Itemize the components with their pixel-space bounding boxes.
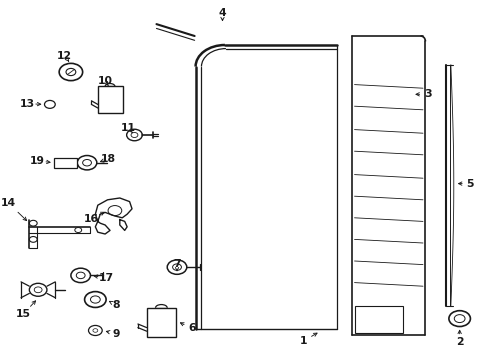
Text: 15: 15 — [16, 309, 31, 319]
Text: 19: 19 — [30, 156, 45, 166]
Text: 4: 4 — [218, 8, 226, 18]
FancyBboxPatch shape — [54, 158, 77, 168]
Text: 18: 18 — [101, 154, 116, 164]
Text: 12: 12 — [57, 51, 72, 61]
FancyBboxPatch shape — [354, 306, 403, 333]
Text: 7: 7 — [173, 258, 181, 269]
Text: 9: 9 — [112, 329, 120, 339]
Text: 11: 11 — [121, 123, 135, 133]
Text: 10: 10 — [98, 76, 112, 86]
Text: 17: 17 — [99, 273, 113, 283]
Text: 16: 16 — [84, 213, 99, 224]
Text: 1: 1 — [299, 336, 306, 346]
Text: 14: 14 — [1, 198, 16, 208]
Text: 2: 2 — [455, 337, 463, 347]
Text: 6: 6 — [187, 323, 195, 333]
Text: 5: 5 — [466, 179, 473, 189]
FancyBboxPatch shape — [146, 308, 176, 337]
FancyBboxPatch shape — [98, 86, 123, 113]
Text: 3: 3 — [423, 89, 431, 99]
Text: 8: 8 — [112, 300, 120, 310]
Text: 13: 13 — [20, 99, 34, 109]
